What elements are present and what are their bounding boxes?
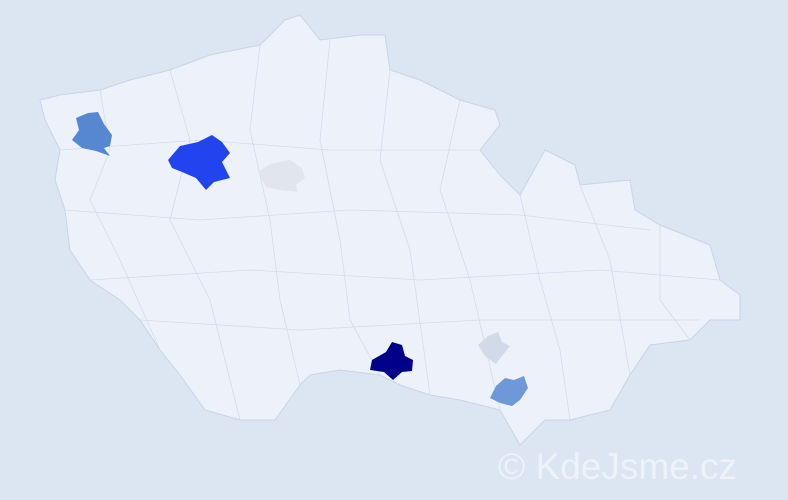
district-northwest-1[interactable]	[72, 112, 112, 156]
district-south-1[interactable]	[370, 342, 413, 380]
watermark: © KdeJsme.cz	[498, 446, 738, 487]
district-southeast-2[interactable]	[490, 376, 528, 406]
country-outline	[39, 14, 741, 446]
district-northwest-2[interactable]	[168, 135, 230, 190]
district-central-west[interactable]	[258, 160, 305, 192]
district-southeast-1[interactable]	[478, 332, 510, 364]
district-borders	[59, 39, 721, 421]
